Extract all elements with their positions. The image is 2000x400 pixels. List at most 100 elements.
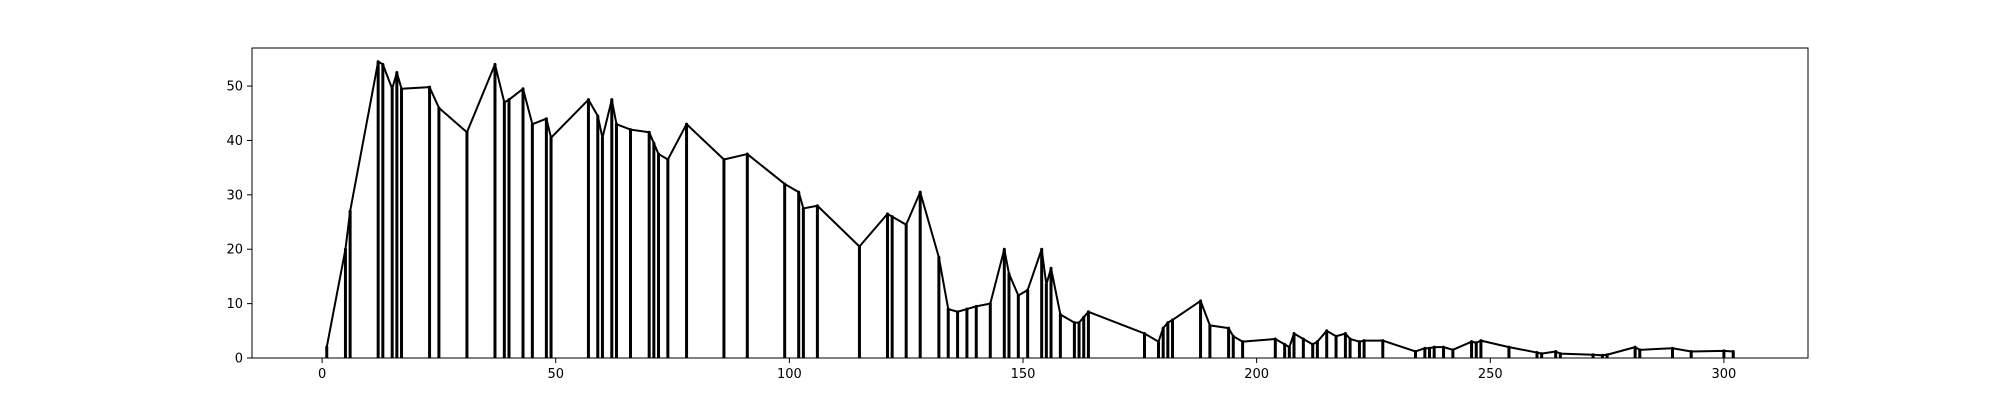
data-point bbox=[465, 130, 469, 134]
data-point bbox=[549, 136, 553, 140]
data-point bbox=[815, 204, 819, 208]
data-point bbox=[614, 122, 618, 126]
data-point bbox=[348, 209, 352, 213]
data-point bbox=[1689, 349, 1693, 353]
data-point bbox=[1442, 345, 1446, 349]
data-point bbox=[1474, 341, 1478, 345]
data-point bbox=[1301, 337, 1305, 341]
data-point bbox=[610, 98, 614, 102]
data-point bbox=[647, 130, 651, 134]
data-point bbox=[1638, 348, 1642, 352]
data-point bbox=[395, 70, 399, 74]
data-point bbox=[1077, 321, 1081, 325]
x-tick-label: 50 bbox=[547, 367, 564, 382]
data-point bbox=[1423, 346, 1427, 350]
data-point bbox=[1315, 340, 1319, 344]
data-point bbox=[946, 307, 950, 311]
data-point bbox=[1292, 332, 1296, 336]
data-point bbox=[1428, 346, 1432, 350]
data-point bbox=[1016, 293, 1020, 297]
data-point bbox=[1287, 345, 1291, 349]
data-point bbox=[988, 302, 992, 306]
data-point bbox=[1325, 329, 1329, 333]
data-point bbox=[1007, 272, 1011, 276]
y-tick-label: 30 bbox=[226, 188, 243, 203]
data-point bbox=[493, 62, 497, 66]
data-point bbox=[381, 62, 385, 66]
data-point bbox=[1086, 310, 1090, 314]
data-point bbox=[502, 100, 506, 104]
data-point bbox=[1166, 321, 1170, 325]
data-point bbox=[1273, 337, 1277, 341]
data-point bbox=[1357, 340, 1361, 344]
y-tick-label: 20 bbox=[226, 243, 243, 258]
data-point bbox=[657, 152, 661, 156]
data-point bbox=[1171, 318, 1175, 322]
data-point bbox=[918, 190, 922, 194]
data-point bbox=[1002, 247, 1006, 251]
x-tick-label: 0 bbox=[318, 367, 326, 382]
data-point bbox=[1343, 332, 1347, 336]
data-point bbox=[685, 122, 689, 126]
x-tick-label: 200 bbox=[1244, 367, 1269, 382]
data-point bbox=[390, 87, 394, 91]
data-point bbox=[1348, 337, 1352, 341]
data-point bbox=[1722, 349, 1726, 353]
plot-background bbox=[252, 48, 1808, 358]
data-point bbox=[801, 206, 805, 210]
data-point bbox=[596, 114, 600, 118]
data-point bbox=[1044, 283, 1048, 287]
data-point bbox=[974, 304, 978, 308]
y-tick-label: 40 bbox=[226, 134, 243, 149]
y-tick-label: 50 bbox=[226, 80, 243, 95]
data-point bbox=[1479, 339, 1483, 343]
x-tick-label: 250 bbox=[1478, 367, 1503, 382]
data-point bbox=[1040, 247, 1044, 251]
data-point bbox=[885, 212, 889, 216]
data-point bbox=[1362, 339, 1366, 343]
data-point bbox=[400, 87, 404, 91]
data-point bbox=[1026, 288, 1030, 292]
data-bars bbox=[325, 61, 1735, 358]
data-point bbox=[521, 87, 525, 91]
data-point bbox=[1591, 353, 1595, 357]
data-point bbox=[1554, 349, 1558, 353]
data-point bbox=[1082, 315, 1086, 319]
data-point bbox=[904, 223, 908, 227]
data-point bbox=[1381, 339, 1385, 343]
data-point bbox=[1241, 340, 1245, 344]
data-point bbox=[1283, 342, 1287, 346]
data-point bbox=[1470, 340, 1474, 344]
x-tick-label: 100 bbox=[777, 367, 802, 382]
data-point bbox=[1231, 334, 1235, 338]
data-point bbox=[1072, 321, 1076, 325]
data-point bbox=[722, 157, 726, 161]
y-tick-label: 0 bbox=[235, 352, 243, 367]
plot-frame bbox=[251, 47, 1809, 359]
data-point bbox=[857, 245, 861, 249]
y-axis: 0 10 20 30 40 50 bbox=[226, 80, 252, 367]
data-point bbox=[1208, 323, 1212, 327]
x-axis: 0 50 100 150 200 250 300 bbox=[318, 358, 1736, 382]
y-tick-label: 10 bbox=[226, 297, 243, 312]
data-point bbox=[1731, 349, 1735, 353]
data-point bbox=[586, 98, 590, 102]
data-point bbox=[1058, 312, 1062, 316]
x-tick-label: 150 bbox=[1011, 367, 1036, 382]
data-point bbox=[1558, 352, 1562, 356]
data-point bbox=[628, 128, 632, 132]
data-point bbox=[1507, 345, 1511, 349]
data-point bbox=[1142, 332, 1146, 336]
data-point bbox=[530, 122, 534, 126]
data-point bbox=[376, 60, 380, 64]
x-tick-label: 300 bbox=[1711, 367, 1736, 382]
data-point bbox=[600, 136, 604, 140]
data-point bbox=[890, 215, 894, 219]
data-point bbox=[1311, 342, 1315, 346]
data-point bbox=[1227, 326, 1231, 330]
data-point bbox=[1540, 352, 1544, 356]
data-point bbox=[1670, 346, 1674, 350]
data-point bbox=[1334, 334, 1338, 338]
data-point bbox=[1535, 351, 1539, 355]
